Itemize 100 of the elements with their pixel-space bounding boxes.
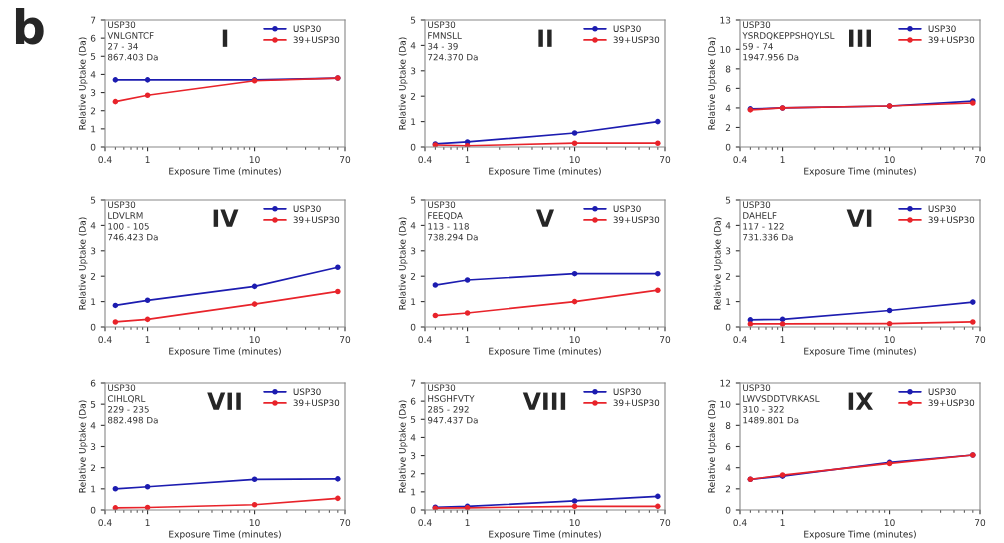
annotation: 229 - 235	[108, 406, 149, 413]
annotation: USP30	[428, 384, 456, 392]
annotation: 310 - 322	[743, 406, 784, 413]
legend-label: 39+USP30	[613, 216, 660, 224]
y-tick-label: 12	[720, 379, 731, 387]
x-axis-title: Exposure Time (minutes)	[169, 530, 281, 540]
y-tick-label: 1	[91, 298, 96, 306]
y-tick-label: 1	[91, 485, 96, 493]
x-axis-title: Exposure Time (minutes)	[489, 530, 601, 540]
x-tick-label: 10	[249, 156, 260, 164]
annotation: 947.437 Da	[427, 416, 478, 424]
y-tick-label: 7	[90, 16, 96, 24]
y-tick-label: 1	[411, 488, 416, 496]
x-tick-label: 1	[145, 336, 150, 343]
y-tick-label: 1	[411, 118, 416, 126]
y-tick-label: 1	[726, 298, 731, 306]
y-tick-label: 4	[90, 71, 96, 78]
legend-label: USP30	[293, 205, 321, 213]
y-tick-label: 6	[410, 397, 416, 405]
legend-label: 39+USP30	[613, 36, 660, 44]
annotation: USP30	[108, 201, 136, 209]
y-tick-label: 3	[90, 247, 96, 255]
legend-label: USP30	[293, 25, 321, 33]
annotation: 113 - 118	[428, 223, 469, 230]
chart-title: VII	[207, 392, 241, 410]
x-tick-label: 70	[660, 336, 671, 344]
annotation: 731.336 Da	[743, 233, 793, 241]
x-tick-label: 70	[975, 156, 986, 164]
x-axis-title: Exposure Time (minutes)	[489, 167, 601, 177]
y-tick-label: 4	[410, 222, 416, 229]
y-tick-label: 7	[410, 379, 416, 387]
y-tick-label: 0	[725, 143, 731, 151]
x-tick-label: 1	[780, 519, 785, 526]
x-tick-label: 70	[975, 519, 986, 527]
y-tick-label: 6	[725, 443, 731, 451]
y-tick-label: 2	[725, 485, 731, 493]
y-axis-title: Relative Uptake (Da)	[713, 217, 723, 310]
x-axis-title: Exposure Time (minutes)	[804, 530, 916, 540]
y-tick-label: 2	[90, 272, 96, 280]
legend-label: USP30	[613, 205, 641, 213]
x-tick-label: 0.4	[733, 519, 747, 527]
annotation: CIHLQRL	[107, 395, 146, 403]
y-tick-label: 3	[410, 452, 416, 460]
y-tick-label: 4	[410, 42, 416, 49]
legend-label: 39+USP30	[613, 399, 660, 407]
y-tick-label: 5	[725, 196, 731, 204]
x-tick-label: 1	[465, 336, 470, 343]
annotation: 1947.956 Da	[743, 53, 799, 61]
y-axis-title: Relative Uptake (Da)	[398, 217, 408, 310]
y-tick-label: 0	[90, 143, 96, 151]
y-tick-label: 2	[725, 272, 731, 280]
chart-title: IX	[848, 392, 874, 410]
annotation: LWVSDDTVRKASL	[743, 395, 820, 402]
legend-label: 39+USP30	[293, 36, 340, 44]
y-tick-label: 1	[91, 125, 96, 133]
x-tick-label: 0.4	[98, 336, 112, 344]
legend-label: USP30	[928, 205, 956, 213]
y-tick-label: 0	[725, 323, 731, 331]
x-tick-label: 70	[975, 336, 986, 344]
annotation: VNLGNTCF	[107, 32, 154, 39]
x-tick-label: 70	[340, 156, 351, 164]
y-axis-title: Relative Uptake (Da)	[398, 37, 408, 130]
y-tick-label: 3	[410, 247, 416, 255]
x-tick-label: 0.4	[418, 519, 432, 527]
chart-title: IV	[213, 209, 239, 227]
y-tick-label: 2	[410, 272, 416, 280]
x-tick-label: 0.4	[733, 336, 747, 344]
y-tick-label: 4	[410, 434, 416, 441]
y-tick-label: 8	[725, 422, 731, 429]
annotation: DAHELF	[743, 212, 777, 219]
x-tick-label: 10	[569, 156, 580, 164]
annotation: HSGHFVTY	[428, 395, 475, 402]
y-tick-label: 4	[725, 222, 731, 229]
x-tick-label: 1	[145, 519, 150, 526]
x-tick-label: 10	[249, 519, 260, 527]
x-axis-title: Exposure Time (minutes)	[489, 347, 601, 357]
y-tick-label: 4	[725, 104, 731, 112]
legend-label: 39+USP30	[928, 36, 975, 44]
annotation: USP30	[743, 201, 771, 209]
y-tick-label: 0	[410, 143, 416, 151]
x-axis-title: Exposure Time (minutes)	[169, 167, 281, 177]
chart-title: III	[848, 29, 871, 47]
annotation: USP30	[743, 21, 771, 29]
legend-label: 39+USP30	[293, 216, 340, 224]
y-tick-label: 10	[720, 400, 731, 408]
y-tick-label: 0	[90, 323, 96, 331]
x-tick-label: 10	[569, 336, 580, 344]
y-tick-label: 5	[410, 416, 416, 423]
x-tick-label: 70	[660, 156, 671, 164]
x-axis-title: Exposure Time (minutes)	[804, 167, 916, 177]
x-tick-label: 10	[884, 519, 895, 527]
y-tick-label: 0	[725, 506, 731, 514]
y-tick-label: 1	[411, 298, 416, 306]
y-axis-title: Relative Uptake (Da)	[707, 37, 717, 130]
annotation: YSRDQKEPPSHQYLSL	[742, 32, 835, 40]
y-tick-label: 6	[90, 379, 96, 387]
legend-label: USP30	[928, 388, 956, 396]
x-tick-label: 0.4	[418, 336, 432, 344]
x-tick-label: 1	[465, 156, 470, 163]
x-axis-title: Exposure Time (minutes)	[169, 347, 281, 357]
